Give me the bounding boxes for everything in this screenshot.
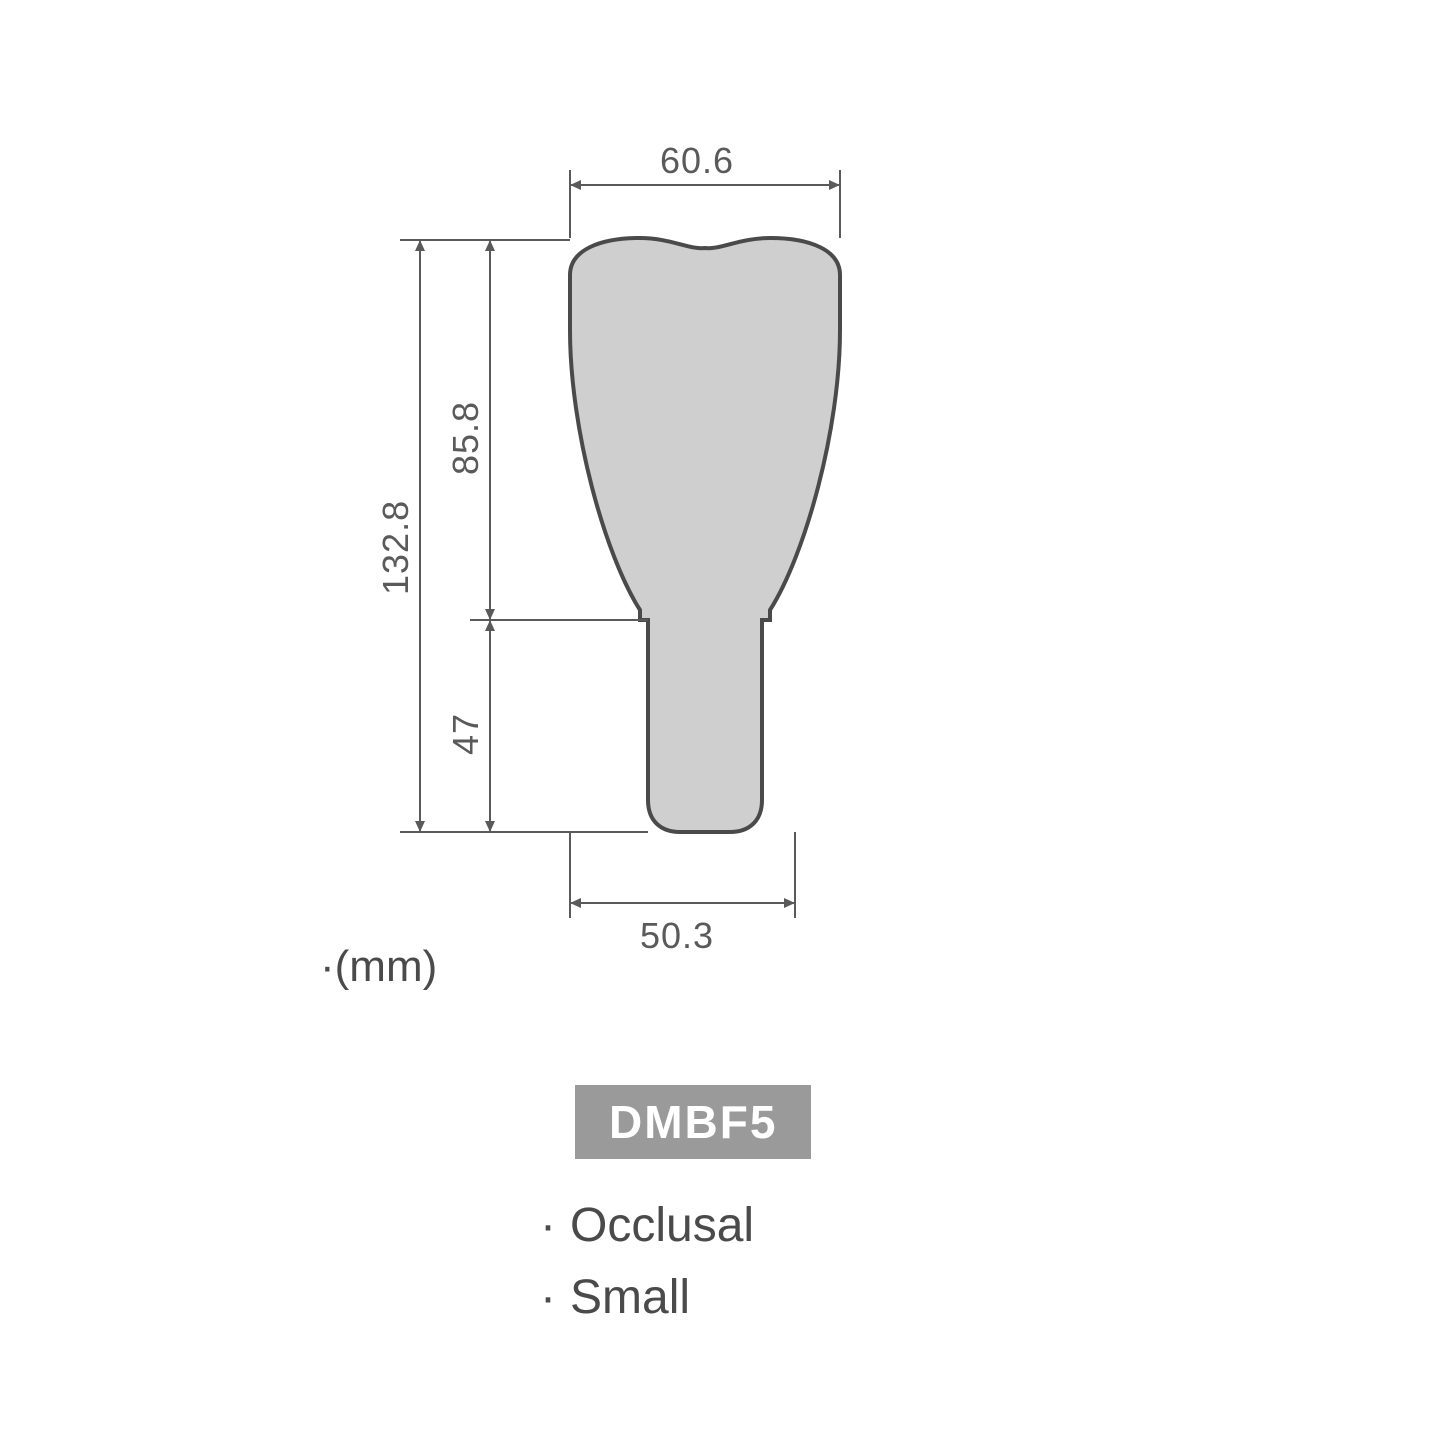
- dim-bottom-width: 50.3: [640, 915, 714, 957]
- desc-line-2: ·Small: [540, 1262, 754, 1334]
- dim-handle-height: 47: [445, 713, 487, 755]
- stage: 60.6 50.3 85.8 47 132.8 ·(mm) DMBF5 ·Occ…: [0, 0, 1445, 1445]
- desc-line-1: ·Occlusal: [540, 1190, 754, 1262]
- desc1-text: Occlusal: [570, 1199, 754, 1252]
- dim-total-height: 132.8: [375, 500, 417, 595]
- desc2-text: Small: [570, 1271, 690, 1324]
- mirror-outline: [570, 238, 840, 832]
- dim-top-width: 60.6: [660, 140, 734, 182]
- model-badge: DMBF5: [575, 1085, 811, 1159]
- product-desc: ·Occlusal ·Small: [540, 1190, 754, 1334]
- unit-label: ·(mm): [320, 942, 437, 992]
- dim-head-height: 85.8: [445, 401, 487, 475]
